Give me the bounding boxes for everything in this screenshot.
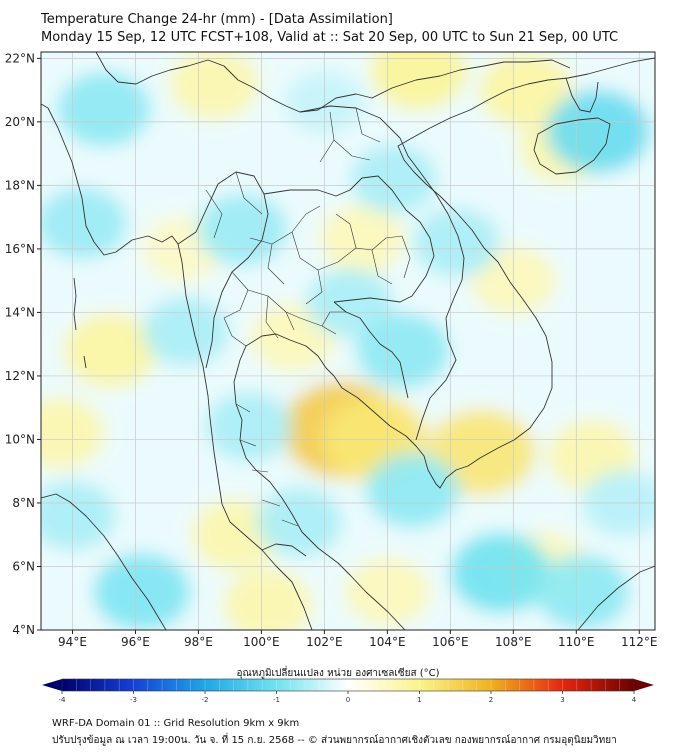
cooling-area: [205, 392, 292, 462]
cooling-area: [536, 554, 630, 630]
cooling-area: [413, 208, 500, 277]
cooling-area: [142, 297, 229, 366]
colorbar-label: อุณหภูมิเปลี่ยนแปลง หน่วย องศาเซลเซียส (…: [236, 668, 440, 679]
colorbar-tick-label: 4: [632, 696, 637, 704]
colorbar-tick-label: -3: [130, 696, 137, 704]
colorbar-tick-label: -2: [202, 696, 209, 704]
cooling-area: [197, 194, 288, 266]
colorbar-tick-label: 2: [489, 696, 493, 704]
colorbar: -4 -3 -2 -1 0 1 2 3 4: [42, 678, 654, 704]
andaman-islands: [73, 277, 77, 331]
lat-tick-label: 20°N: [5, 115, 35, 129]
lat-tick-label: 22°N: [5, 51, 35, 65]
cooling-area: [41, 187, 127, 260]
warming-area: [222, 568, 313, 630]
map-subtitle: Monday 15 Sep, 12 UTC FCST+108, Valid at…: [41, 30, 619, 45]
cooling-area: [366, 453, 459, 528]
warming-area: [319, 205, 406, 274]
lat-tick-label: 14°N: [5, 305, 35, 319]
lat-tick-label: 12°N: [5, 369, 35, 383]
map-frame: [40, 51, 656, 631]
province-lines: [205, 107, 411, 527]
lat-tick-label: 10°N: [5, 432, 35, 446]
cooling-area: [306, 268, 393, 338]
leizhou-peninsula: [565, 77, 599, 113]
map-title: Temperature Change 24-hr (mm) - [Data As…: [41, 12, 393, 27]
laos-vietnam-border: [299, 105, 465, 441]
warming-area: [370, 52, 468, 110]
cooling-area: [350, 144, 437, 214]
coastlines-and-borders: [41, 52, 655, 630]
cooling-area: [256, 487, 343, 557]
cooling-area: [356, 313, 450, 388]
lon-tick-label: 112°E: [621, 635, 658, 649]
warming-area: [479, 52, 573, 128]
lat-tick-label: 18°N: [5, 178, 35, 192]
colorbar-tick-label: 1: [417, 696, 421, 704]
lon-tick-label: 96°E: [121, 635, 150, 649]
colorbar-gradient: [62, 679, 634, 691]
lat-tick-label: 4°N: [12, 623, 35, 637]
model-info: WRF-DA Domain 01 :: Grid Resolution 9km …: [52, 718, 300, 729]
colorbar-tick-label: -4: [59, 696, 67, 704]
warming-area: [63, 313, 157, 388]
warming-area: [169, 52, 259, 120]
cooling-area: [450, 532, 551, 613]
malaysia-thailand-border: [261, 543, 307, 557]
nicobar-islet: [83, 355, 87, 369]
lon-tick-label: 110°E: [558, 635, 595, 649]
myanmar-thailand-border: [177, 171, 269, 369]
lon-tick-label: 108°E: [495, 635, 532, 649]
warming-area: [41, 397, 105, 469]
sumatra-coast: [41, 493, 167, 630]
lon-tick-label: 98°E: [184, 635, 213, 649]
thailand-cambodia-border: [333, 301, 409, 399]
lon-tick-label: 94°E: [58, 635, 87, 649]
peninsula-east-coast: [233, 57, 655, 630]
lon-tick-label: 104°E: [369, 635, 406, 649]
colorbar-tick-label: -1: [273, 696, 280, 704]
colorbar-min-extend: [42, 679, 62, 691]
update-credit: ปรับปรุงข้อมูล ณ เวลา 19:00น. วัน จ. ที่…: [52, 735, 617, 746]
axis-ticks: 94°E 96°E 98°E 100°E 102°E 104°E 106°E 108°E 110…: [5, 51, 658, 649]
thailand-laos-border: [263, 175, 435, 303]
cooling-area: [41, 481, 116, 551]
lon-tick-label: 102°E: [306, 635, 343, 649]
cooling-area: [546, 89, 651, 173]
colorbar-tick-label: 0: [346, 696, 350, 704]
colorbar-tick-label: 3: [560, 696, 564, 704]
hainan-island: [533, 117, 611, 175]
borneo-coast: [577, 565, 655, 630]
lon-tick-label: 106°E: [432, 635, 469, 649]
china-border: [95, 52, 571, 113]
cooling-area: [57, 72, 151, 147]
mainland-coastline: [41, 103, 313, 630]
lat-tick-label: 8°N: [12, 496, 35, 510]
colorbar-max-extend: [634, 679, 654, 691]
lat-tick-label: 16°N: [5, 242, 35, 256]
warming-area: [428, 409, 536, 496]
lon-tick-label: 100°E: [243, 635, 280, 649]
lat-tick-label: 6°N: [12, 559, 35, 573]
